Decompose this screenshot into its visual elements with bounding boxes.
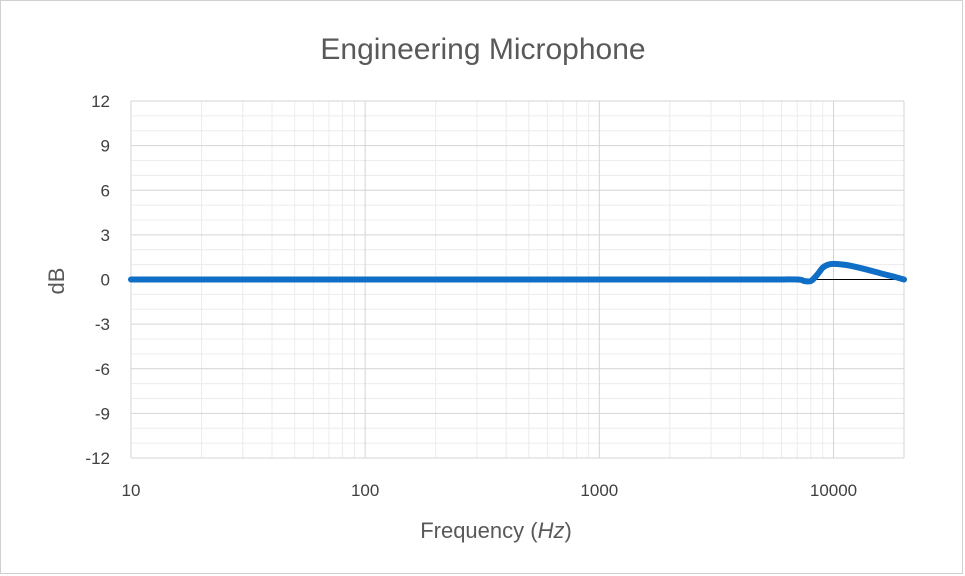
y-tick-labels: 12 9 6 3 0 -3 -6 -9 -12 [85,92,110,468]
series-layer [128,260,907,285]
y-tick-label: 3 [101,226,110,245]
y-tick-label: 6 [101,181,110,200]
x-tick-label: 1000 [580,481,618,500]
x-tick-label: 10 [122,481,141,500]
x-tick-label: 100 [351,481,379,500]
y-tick-label: -9 [95,404,110,423]
y-axis-label: dB [44,268,69,295]
y-tick-label: 9 [101,137,110,156]
x-axis-label: Frequency (Hz) [420,518,572,543]
x-tick-label: 10000 [810,481,857,500]
y-tick-label: -12 [85,449,110,468]
y-tick-label: 12 [91,92,110,111]
x-axis-unit: Hz [538,518,565,543]
y-tick-label: -6 [95,360,110,379]
y-tick-label: -3 [95,315,110,334]
chart-title: Engineering Microphone [320,33,645,66]
x-axis-label-close-paren: ) [564,518,571,543]
series-line-0 [128,260,907,285]
x-axis-label-open-paren: ( [524,518,538,543]
y-tick-label: 0 [101,271,110,290]
x-axis-label-text: Frequency [420,518,524,543]
x-tick-labels: 10 100 1000 10000 [122,481,858,500]
